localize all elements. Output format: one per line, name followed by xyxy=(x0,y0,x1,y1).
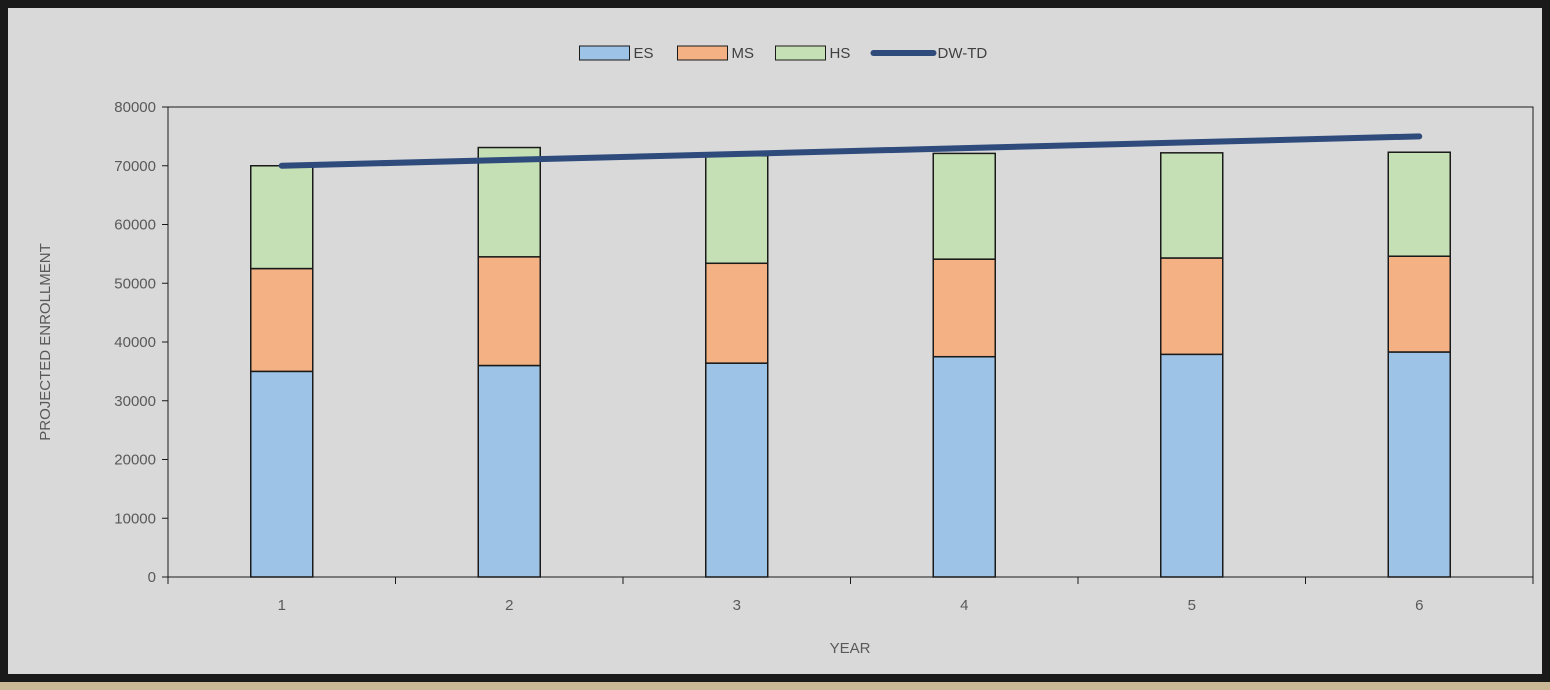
legend-item-es: ES xyxy=(579,45,654,62)
y-tick-label: 20000 xyxy=(114,452,156,469)
legend-item-dw-td: DW-TD xyxy=(870,45,988,62)
legend-item-ms: MS xyxy=(677,45,755,62)
y-tick-label: 80000 xyxy=(114,99,156,116)
x-tick-label: 1 xyxy=(278,597,286,614)
legend-item-hs: HS xyxy=(775,45,851,62)
x-axis: 1 2 3 4 5 6 xyxy=(167,577,1534,614)
legend-label-es: ES xyxy=(634,45,654,62)
bar-ms-5 xyxy=(1160,257,1224,356)
line-series xyxy=(278,133,1423,169)
bar-ms-6 xyxy=(1387,255,1451,353)
y-tick-label: 10000 xyxy=(114,510,156,527)
legend-swatch-es xyxy=(579,45,630,61)
legend-label-ms: MS xyxy=(732,45,755,62)
bar-ms-1 xyxy=(250,267,314,373)
x-tick-label: 4 xyxy=(960,597,968,614)
x-tick-label: 2 xyxy=(505,597,513,614)
bar-es-3 xyxy=(705,362,769,578)
legend-swatch-hs xyxy=(775,45,826,61)
bars xyxy=(250,146,1451,578)
bar-hs-2 xyxy=(477,146,541,258)
x-axis-title: YEAR xyxy=(830,640,871,657)
line-dw-td xyxy=(278,133,1423,169)
bar-hs-5 xyxy=(1160,152,1224,259)
y-tick-label: 40000 xyxy=(114,334,156,351)
legend-swatch-ms xyxy=(677,45,728,61)
bar-hs-3 xyxy=(705,155,769,265)
bar-hs-4 xyxy=(932,152,996,260)
legend-label-dw-td: DW-TD xyxy=(938,45,988,62)
bar-hs-6 xyxy=(1387,151,1451,257)
legend-label-hs: HS xyxy=(830,45,851,62)
y-axis: 0 10000 20000 30000 40000 50000 60000 70000 8000… xyxy=(114,99,168,586)
bar-es-6 xyxy=(1387,351,1451,578)
bar-ms-3 xyxy=(705,262,769,364)
y-tick-label: 30000 xyxy=(114,393,156,410)
plot-area xyxy=(167,106,1534,578)
bar-es-2 xyxy=(477,364,541,578)
y-tick-label: 60000 xyxy=(114,217,156,234)
bar-ms-2 xyxy=(477,256,541,367)
bar-ms-4 xyxy=(932,258,996,358)
bar-hs-1 xyxy=(250,165,314,270)
bar-es-4 xyxy=(932,355,996,578)
y-axis-title: PROJECTED ENROLLMENT xyxy=(37,243,54,441)
bar-es-1 xyxy=(250,370,314,578)
y-tick-label: 50000 xyxy=(114,275,156,292)
x-tick-label: 6 xyxy=(1415,597,1423,614)
legend: ES MS HS DW-TD xyxy=(579,45,988,62)
x-tick-label: 3 xyxy=(733,597,741,614)
y-tick-label: 70000 xyxy=(114,158,156,175)
x-tick-label: 5 xyxy=(1188,597,1196,614)
y-tick-label: 0 xyxy=(148,569,156,586)
bar-es-5 xyxy=(1160,353,1224,578)
enrollment-chart: ES MS HS DW-TD 0100002000030000400005000060… xyxy=(37,45,1534,657)
